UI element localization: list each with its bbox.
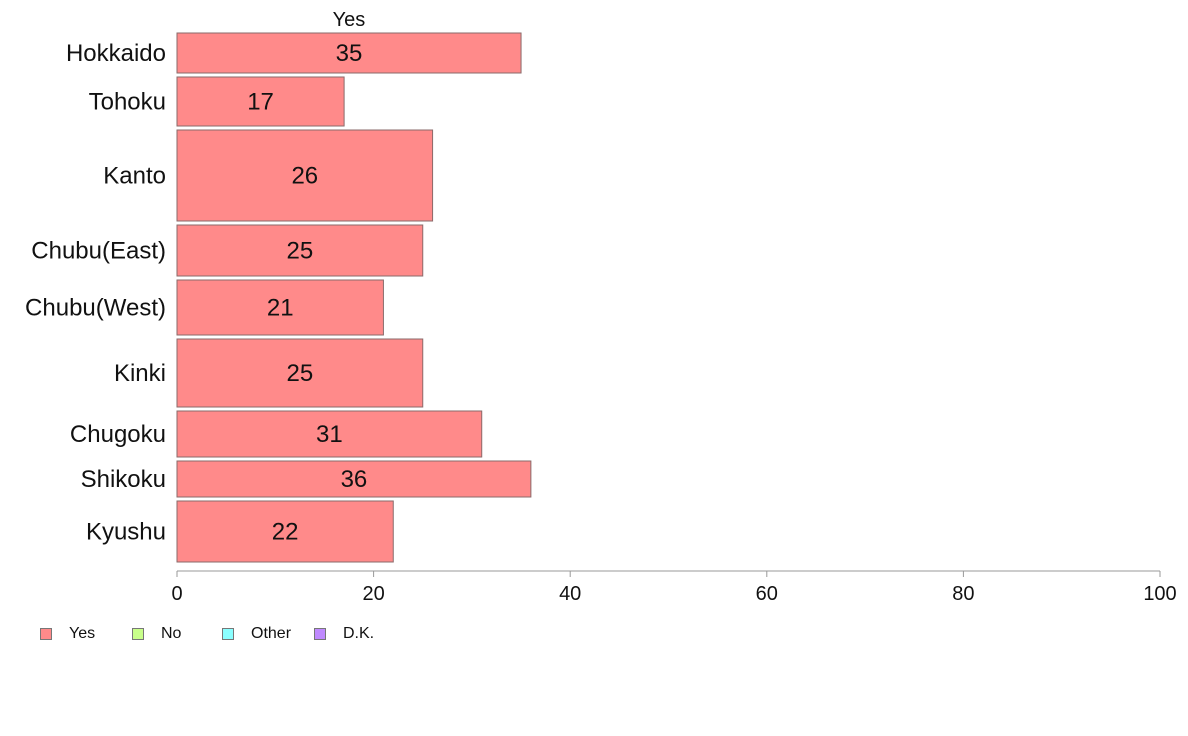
- x-tick-label: 20: [362, 583, 384, 605]
- bar-shikoku: [176, 460, 532, 498]
- category-label: Kanto: [103, 163, 166, 190]
- bar-value-label: 17: [247, 89, 274, 116]
- legend-item-d-k-: D.K.: [314, 624, 374, 644]
- x-tick-label: 100: [1143, 583, 1176, 605]
- bar-chugoku: [176, 410, 483, 458]
- x-axis: 0 20 40 60 80 100: [171, 570, 1177, 605]
- legend-swatch: [132, 628, 144, 640]
- x-tick-label: 60: [756, 583, 778, 605]
- legend-item-yes: Yes: [40, 624, 95, 644]
- category-label: Kyushu: [86, 519, 166, 546]
- category-label: Chubu(East): [31, 238, 166, 265]
- bar-kyushu: [176, 500, 394, 563]
- legend-swatch: [40, 628, 52, 640]
- category-label: Hokkaido: [66, 40, 166, 67]
- legend-label: No: [161, 625, 182, 642]
- bar-chubu-east-: [176, 224, 424, 277]
- bar-value-label: 35: [336, 40, 363, 67]
- bar-value-label: 25: [287, 238, 314, 265]
- bar-hokkaido: [176, 32, 522, 74]
- legend-item-other: Other: [222, 624, 291, 644]
- category-label: Chubu(West): [25, 295, 166, 322]
- category-label: Kinki: [114, 360, 166, 387]
- legend-label: D.K.: [343, 625, 375, 642]
- category-label: Chugoku: [70, 421, 166, 448]
- bar-value-label: 22: [272, 519, 299, 546]
- bar-chubu-west-: [176, 279, 384, 336]
- category-label: Shikoku: [81, 466, 166, 493]
- bar-kanto: [176, 129, 434, 222]
- bar-value-label: 26: [291, 163, 318, 190]
- legend-label: Yes: [69, 625, 96, 642]
- bar-value-label: 21: [267, 295, 294, 322]
- bar-group: 35 17 26 25 21 25 31 36 22: [176, 32, 532, 563]
- bar-kinki: [176, 338, 424, 408]
- x-tick-label: 40: [559, 583, 581, 605]
- x-tick-label: 0: [171, 583, 182, 605]
- category-labels: Hokkaido Tohoku Kanto Chubu(East) Chubu(West…: [25, 40, 166, 546]
- bar-value-label: 36: [341, 466, 368, 493]
- category-label: Tohoku: [89, 89, 166, 116]
- x-tick-label: 80: [952, 583, 974, 605]
- bar-value-label: 25: [287, 360, 314, 387]
- legend-swatch: [314, 628, 326, 640]
- legend-swatch: [222, 628, 234, 640]
- bar-tohoku: [176, 76, 345, 127]
- legend-item-no: No: [132, 624, 181, 644]
- bar-value-label: 31: [316, 421, 343, 448]
- top-series-label: Yes: [333, 9, 366, 31]
- legend-label: Other: [251, 625, 292, 642]
